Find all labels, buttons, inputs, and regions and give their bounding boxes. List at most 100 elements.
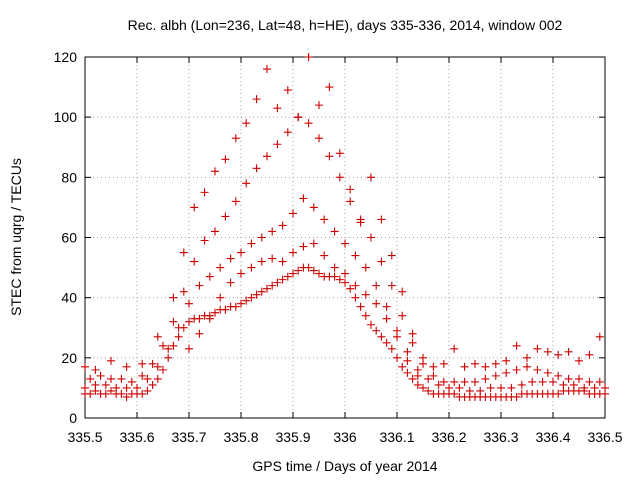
data-point	[278, 275, 287, 284]
data-point	[190, 203, 199, 212]
data-point	[387, 344, 396, 353]
data-point	[377, 257, 386, 266]
data-point	[408, 329, 417, 338]
data-point	[424, 374, 433, 383]
data-point	[559, 380, 568, 389]
data-point	[304, 53, 313, 61]
y-tick-label: 60	[61, 230, 77, 246]
data-point	[439, 359, 448, 368]
data-point	[346, 185, 355, 194]
data-point	[341, 269, 349, 278]
chart-title: Rec. albh (Lon=236, Lat=48, h=HE), days …	[128, 17, 563, 33]
data-point	[164, 353, 173, 362]
data-point	[309, 266, 318, 275]
x-tick-label: 335.9	[275, 429, 310, 445]
data-point	[367, 173, 375, 182]
data-point	[216, 293, 225, 302]
grid	[85, 57, 605, 418]
data-point	[325, 152, 334, 161]
data-point	[112, 383, 121, 392]
data-point	[533, 365, 542, 374]
data-point	[413, 380, 422, 389]
data-point	[299, 194, 308, 203]
data-point	[585, 377, 594, 386]
data-point	[315, 134, 323, 143]
data-point	[221, 212, 230, 221]
data-point	[471, 359, 479, 368]
data-point	[153, 374, 162, 383]
data-point	[502, 368, 511, 377]
data-point	[382, 338, 391, 347]
data-point	[195, 281, 204, 290]
data-point	[367, 320, 375, 329]
data-point	[299, 242, 308, 251]
data-point	[107, 374, 115, 383]
data-point	[283, 128, 292, 137]
data-point	[372, 299, 381, 308]
data-point	[153, 362, 162, 371]
data-point	[148, 380, 157, 389]
data-point	[117, 374, 126, 383]
data-point	[413, 371, 422, 380]
data-point	[283, 86, 292, 95]
data-point	[278, 257, 287, 266]
data-point	[164, 344, 173, 353]
data-point	[361, 290, 370, 299]
data-point	[398, 287, 407, 296]
data-point	[143, 386, 152, 395]
data-point	[86, 389, 95, 398]
data-point	[153, 332, 162, 341]
data-point	[549, 377, 557, 386]
data-point	[335, 275, 344, 284]
data-point	[398, 362, 407, 371]
data-point	[81, 362, 89, 371]
data-point	[174, 332, 183, 341]
data-point	[304, 119, 313, 128]
data-point	[211, 308, 219, 317]
data-point	[408, 338, 417, 347]
x-tick-label: 336	[333, 429, 357, 445]
data-point	[237, 269, 245, 278]
x-tick-label: 335.5	[67, 429, 102, 445]
data-point	[294, 266, 303, 275]
data-point	[252, 290, 261, 299]
data-point	[543, 368, 552, 377]
data-point	[330, 272, 339, 281]
data-point	[595, 332, 604, 341]
data-point	[200, 188, 209, 197]
data-points	[81, 53, 609, 401]
data-point	[424, 386, 433, 395]
data-point	[226, 278, 235, 287]
data-point	[372, 281, 381, 290]
data-point	[439, 377, 448, 386]
data-point	[585, 350, 594, 359]
data-point	[429, 362, 438, 371]
data-point	[325, 83, 334, 92]
data-point	[507, 383, 516, 392]
data-point	[148, 359, 157, 368]
data-point	[268, 254, 277, 263]
data-point	[460, 362, 469, 371]
data-point	[491, 359, 500, 368]
data-point	[533, 344, 542, 353]
data-point	[315, 269, 323, 278]
data-point	[237, 248, 245, 257]
data-point	[554, 389, 563, 398]
y-tick-label: 0	[69, 410, 77, 426]
data-point	[96, 371, 105, 380]
x-tick-label: 336.1	[379, 429, 414, 445]
data-point	[205, 272, 214, 281]
data-point	[289, 209, 297, 218]
data-point	[450, 389, 459, 398]
data-point	[107, 356, 115, 365]
data-point	[590, 383, 599, 392]
y-tick-label: 40	[61, 290, 77, 306]
data-point	[419, 383, 427, 392]
data-point	[382, 314, 391, 323]
data-point	[257, 287, 266, 296]
data-point	[543, 347, 552, 356]
data-point	[195, 329, 204, 338]
data-point	[138, 371, 147, 380]
data-point	[393, 332, 401, 341]
